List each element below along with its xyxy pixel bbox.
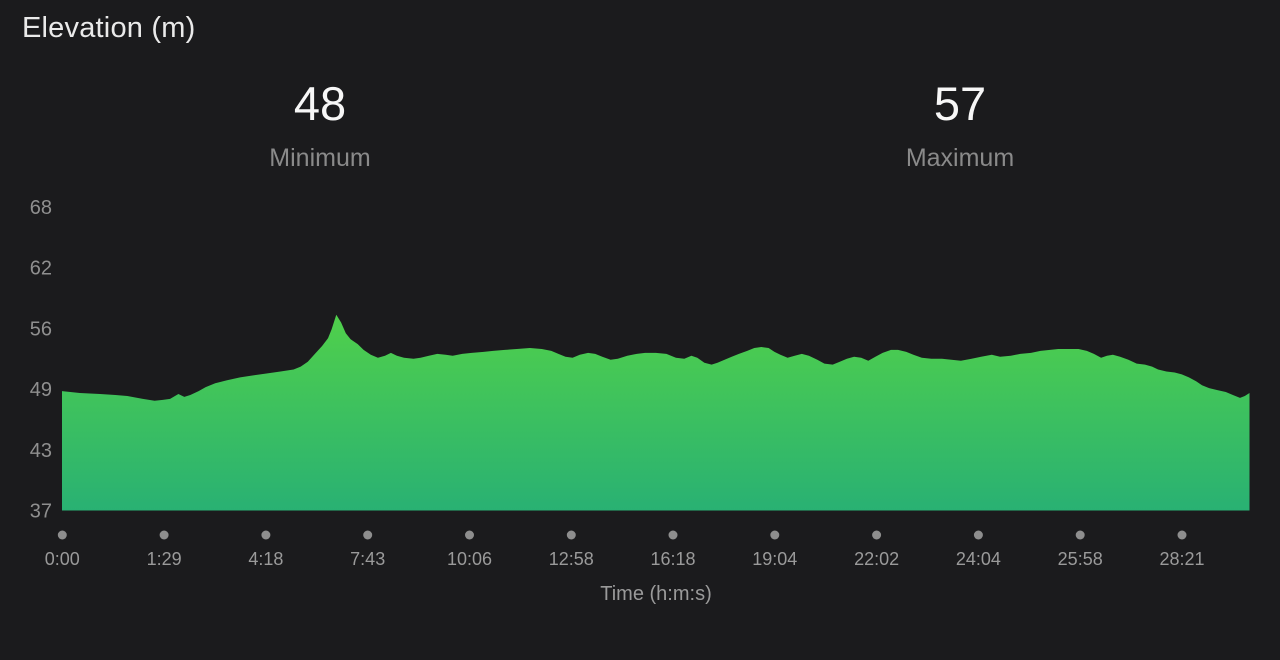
x-tick-label: 22:02 [854,549,899,569]
page-title: Elevation (m) [22,12,196,44]
y-tick-label: 56 [30,318,52,340]
y-tick-label: 37 [30,501,52,523]
x-tick-dot [261,530,271,540]
x-tick-label: 12:58 [549,549,594,569]
x-tick-dot [1075,530,1085,540]
x-tick-label: 25:58 [1058,549,1103,569]
minimum-label: Minimum [269,144,371,172]
x-tick-dot [159,530,169,540]
maximum-value: 57 [933,77,987,130]
x-tick-dot [566,530,576,540]
y-tick-label: 68 [30,197,52,219]
x-tick-label: 16:18 [650,549,695,569]
x-tick-dot [363,530,373,540]
x-tick-label: 0:00 [45,549,80,569]
minimum-value: 48 [293,77,347,130]
stat-maximum: 57 Maximum [640,77,1280,173]
x-tick-dot [57,530,67,540]
y-tick-label: 62 [30,258,52,280]
elevation-area[interactable] [62,314,1250,511]
y-tick-label: 49 [30,379,52,401]
x-tick-dot [1177,530,1187,540]
maximum-label: Maximum [905,144,1015,172]
x-tick-dot [872,530,882,540]
x-tick-dot [770,530,780,540]
x-tick-label: 19:04 [752,549,797,569]
x-tick-label: 28:21 [1159,549,1204,569]
x-tick-dot [973,530,983,540]
y-tick-label: 43 [30,440,52,462]
x-tick-label: 4:18 [248,549,283,569]
x-tick-dot [668,530,678,540]
x-tick-label: 10:06 [447,549,492,569]
x-tick-label: 24:04 [956,549,1001,569]
stat-minimum: 48 Minimum [0,77,640,173]
x-axis-title: Time (h:m:s) [600,583,712,605]
x-tick-label: 1:29 [147,549,182,569]
stats-row: 48 Minimum 57 Maximum [0,77,1280,173]
x-tick-dot [465,530,474,540]
x-tick-label: 7:43 [350,549,385,569]
